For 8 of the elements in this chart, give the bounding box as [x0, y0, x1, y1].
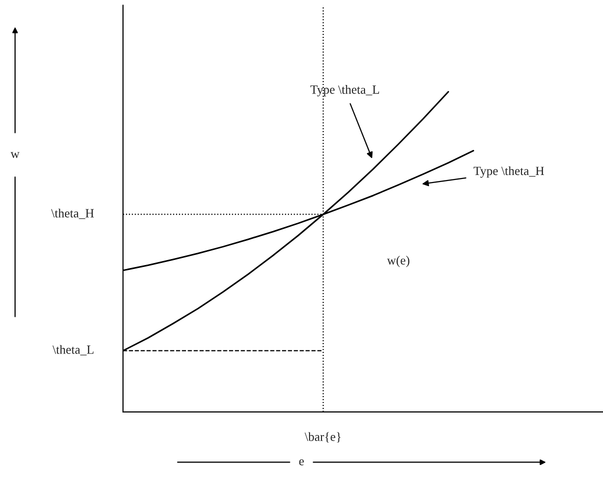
ref-line-label: \theta_H — [51, 208, 94, 219]
text: w — [10, 152, 20, 158]
annotation: w(e) — [387, 256, 410, 268]
annotation: Type \theta_L — [310, 85, 380, 96]
x-axis-title: e — [299, 459, 304, 466]
ref-line-label: \theta_L — [52, 345, 94, 356]
text: \bar{e} — [304, 432, 341, 443]
annotation: Type \theta_H — [474, 166, 544, 178]
